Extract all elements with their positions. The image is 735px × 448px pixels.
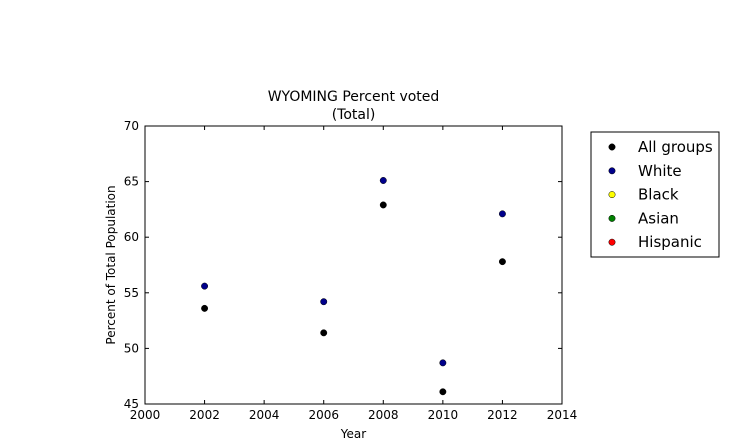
data-point-white [201, 282, 209, 290]
data-point-all-groups [320, 329, 328, 337]
x-tick-label: 2008 [368, 408, 399, 422]
legend-marker [608, 214, 616, 222]
x-tick-label: 2000 [130, 408, 161, 422]
y-axis-label: Percent of Total Population [104, 185, 118, 344]
y-tick-label: 70 [124, 119, 139, 133]
y-tick-label: 55 [124, 286, 139, 300]
y-tick-label: 60 [124, 230, 139, 244]
data-point-all-groups [379, 201, 387, 209]
x-axis-label: Year [340, 427, 366, 441]
x-tick-label: 2014 [547, 408, 578, 422]
legend-entry: White [638, 162, 682, 180]
legend-marker [608, 143, 616, 151]
data-point-white [498, 210, 506, 218]
legend-marker [608, 167, 616, 175]
data-point-white [320, 298, 328, 306]
data-points [201, 177, 506, 396]
data-point-white [439, 359, 447, 367]
data-point-all-groups [498, 258, 506, 266]
x-tick-label: 2004 [249, 408, 280, 422]
legend-entry: All groups [638, 138, 713, 156]
legend-marker [608, 191, 616, 199]
legend-marker [608, 238, 616, 246]
plot-area-frame [144, 125, 563, 405]
x-tick-label: 2002 [189, 408, 220, 422]
y-tick-label: 45 [124, 397, 139, 411]
chart-title: WYOMING Percent voted [268, 89, 440, 105]
y-tick-label: 65 [124, 175, 139, 189]
y-tick-label: 50 [124, 341, 139, 355]
data-point-all-groups [201, 304, 209, 312]
data-point-all-groups [439, 388, 447, 396]
x-tick-label: 2006 [308, 408, 339, 422]
x-tick-label: 2012 [487, 408, 518, 422]
legend-entry: Asian [638, 209, 679, 227]
legend-entry: Black [638, 186, 679, 204]
x-axis: 2000 2002 2004 2006 2008 2010 2012 2014 [130, 126, 578, 422]
y-axis: 45 50 55 60 65 70 [124, 119, 562, 411]
data-point-white [379, 177, 387, 184]
legend: All groups White Black Asian Hispanic [590, 131, 720, 258]
legend-entry: Hispanic [638, 233, 702, 251]
x-tick-label: 2010 [428, 408, 459, 422]
chart-subtitle: (Total) [332, 107, 376, 123]
